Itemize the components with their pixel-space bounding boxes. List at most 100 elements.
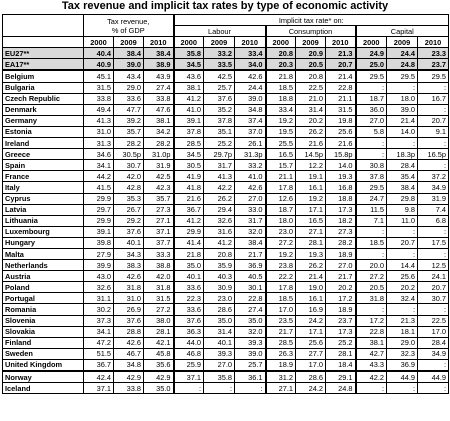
value-cell: 20.2 [325, 281, 356, 294]
value-cell: 37.6 [113, 225, 144, 238]
value-cell: 26.3 [264, 347, 296, 360]
value-cell: 29.7 [83, 203, 114, 216]
value-cell: 19.8 [325, 114, 356, 127]
table-row: Sweden 51.5 46.7 45.8 46.8 39.3 39.0 26.3 27.7 28… [2, 347, 450, 360]
value-cell: 12.2 [295, 159, 326, 172]
value-cell: 30.1 [234, 281, 266, 294]
year-header: 2009 [113, 36, 144, 49]
value-cell: 27.0 [325, 259, 356, 272]
value-cell: : [386, 303, 418, 316]
value-cell: 27.9 [83, 247, 114, 261]
value-cell: 21.4 [386, 114, 418, 127]
value-cell: 42.6 [113, 270, 144, 283]
country-cell: Cyprus [2, 192, 84, 205]
year-header: 2010 [234, 36, 266, 49]
value-cell: 31.5 [83, 81, 114, 94]
value-cell: 16.5 [264, 148, 296, 161]
value-cell: 31.9 [143, 159, 174, 172]
value-cell: 42.0 [113, 170, 144, 183]
year-header: 2000 [354, 36, 387, 49]
value-cell: 16.7 [416, 92, 450, 105]
value-cell: 35.8 [172, 47, 204, 60]
value-cell: 18.0 [264, 214, 296, 227]
value-cell: 27.2 [354, 270, 387, 283]
value-cell: 39.1 [172, 114, 204, 127]
value-cell: 25.2 [325, 336, 356, 349]
value-cell: 35.7 [113, 125, 144, 139]
value-cell: 27.1 [264, 382, 296, 395]
value-cell: 38.1 [143, 114, 174, 127]
value-cell: 47.7 [113, 103, 144, 116]
value-cell: 33.8 [143, 92, 174, 105]
value-cell: 29.5 [354, 181, 387, 194]
value-cell: 17.2 [354, 314, 387, 327]
value-cell: : [386, 81, 418, 94]
value-cell: 18.9 [325, 247, 356, 261]
value-cell: 16.8 [325, 181, 356, 194]
value-cell: : [416, 103, 450, 116]
country-cell: Poland [2, 281, 84, 294]
value-cell: 28.2 [113, 137, 144, 150]
value-cell: 41.2 [203, 236, 235, 249]
value-cell: 42.2 [354, 370, 387, 384]
country-cell: EU27** [2, 47, 84, 60]
value-cell: 31.1 [83, 292, 114, 305]
value-cell: 31.2 [264, 370, 296, 384]
value-cell: 29.8 [386, 192, 418, 205]
table-row: Iceland 37.1 33.8 35.0:::27.1 24.2 24.8::: [2, 382, 450, 395]
value-cell: : [354, 247, 387, 261]
value-cell: 17.0 [264, 303, 296, 316]
value-cell: 39.8 [83, 236, 114, 249]
value-cell: 35.9 [203, 259, 235, 272]
table-row: Portugal 31.1 31.0 31.5 22.3 23.0 22.8 18.5 16.1… [2, 292, 450, 305]
value-cell: 19.2 [264, 247, 296, 261]
value-cell: : [354, 81, 387, 94]
value-cell: 22.5 [416, 314, 450, 327]
value-cell: 7.4 [416, 203, 450, 216]
value-cell: 32.3 [386, 347, 418, 360]
value-cell: 21.6 [325, 137, 356, 150]
value-cell: : [416, 358, 450, 372]
value-cell: 35.2 [203, 103, 235, 116]
value-cell: 15.8p [325, 148, 356, 161]
value-cell: 42.5 [203, 69, 235, 83]
value-cell: 29.4 [203, 203, 235, 216]
value-cell: 18.9 [264, 358, 296, 372]
country-cell: Sweden [2, 347, 84, 360]
table-row: Lithuania 29.9 29.2 27.1 41.2 32.6 31.7 18.0 16.… [2, 214, 450, 227]
value-cell: 7.1 [354, 214, 387, 227]
value-cell: 12.6 [264, 192, 296, 205]
year-header-blank [2, 36, 84, 49]
value-cell: 25.6 [295, 336, 326, 349]
country-cell: Iceland [2, 382, 84, 395]
value-cell: 38.1 [354, 336, 387, 349]
value-cell: 11.0 [386, 214, 418, 227]
table-row: Germany 41.3 39.2 38.1 39.1 37.8 37.4 19.2 20.2 1… [2, 114, 450, 127]
value-cell: 29.5 [354, 69, 387, 83]
value-cell: 20.5 [295, 58, 326, 72]
value-cell: 33.6 [113, 92, 144, 105]
value-cell: 31.5 [325, 103, 356, 116]
value-cell: 20.7 [325, 58, 356, 72]
value-cell: 17.1 [295, 325, 326, 338]
value-cell: 24.4 [234, 81, 266, 94]
country-cell: Germany [2, 114, 84, 127]
value-cell: 28.6 [203, 303, 235, 316]
value-cell: 25.7 [234, 358, 266, 372]
year-header: 2009 [386, 36, 418, 49]
value-cell: 35.4 [386, 170, 418, 183]
value-cell: 27.4 [234, 303, 266, 316]
value-cell: 28.5 [172, 137, 204, 150]
value-cell: 36.0 [354, 103, 387, 116]
value-cell: 25.2 [203, 137, 235, 150]
value-cell: 38.4 [386, 181, 418, 194]
value-cell: 31.4 [295, 103, 326, 116]
value-cell: 31.0 [113, 292, 144, 305]
value-cell: 31.7 [234, 214, 266, 227]
value-cell: 33.6 [172, 281, 204, 294]
value-cell: 44.9 [386, 370, 418, 384]
value-cell: 17.3 [325, 325, 356, 338]
value-cell: 23.7 [416, 58, 450, 72]
value-cell: 24.7 [354, 192, 387, 205]
value-cell: 20.8 [295, 69, 326, 83]
